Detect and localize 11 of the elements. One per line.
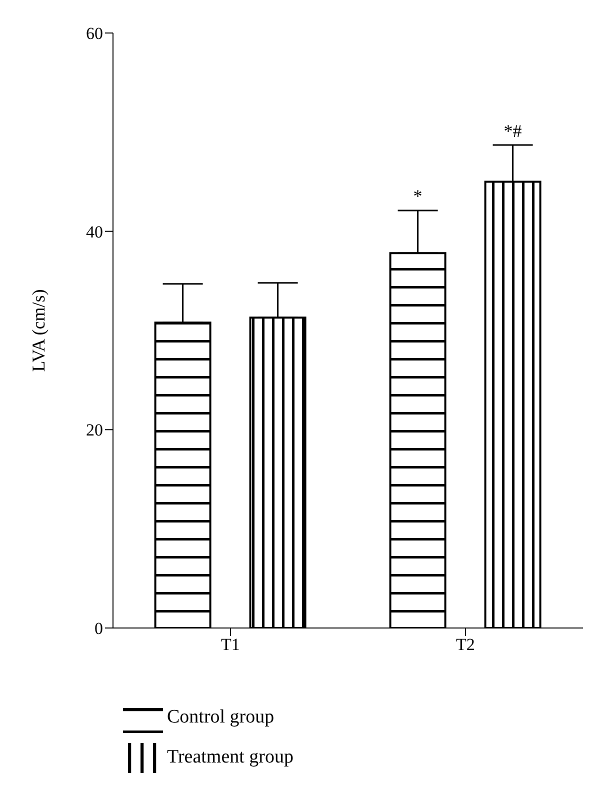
legend-label: Treatment group xyxy=(167,746,294,768)
annotation: * xyxy=(413,186,422,206)
y-tick-label: 20 xyxy=(86,420,103,440)
y-axis-title: LVA (cm/s) xyxy=(28,289,48,372)
y-tick-label: 40 xyxy=(86,222,103,242)
x-tick-label: T2 xyxy=(456,635,475,654)
y-tick-label: 60 xyxy=(86,24,103,44)
legend-label: Control group xyxy=(167,706,274,728)
annotation: *# xyxy=(504,120,522,141)
y-tick-label: 0 xyxy=(94,619,103,638)
x-tick-label: T1 xyxy=(221,635,240,654)
